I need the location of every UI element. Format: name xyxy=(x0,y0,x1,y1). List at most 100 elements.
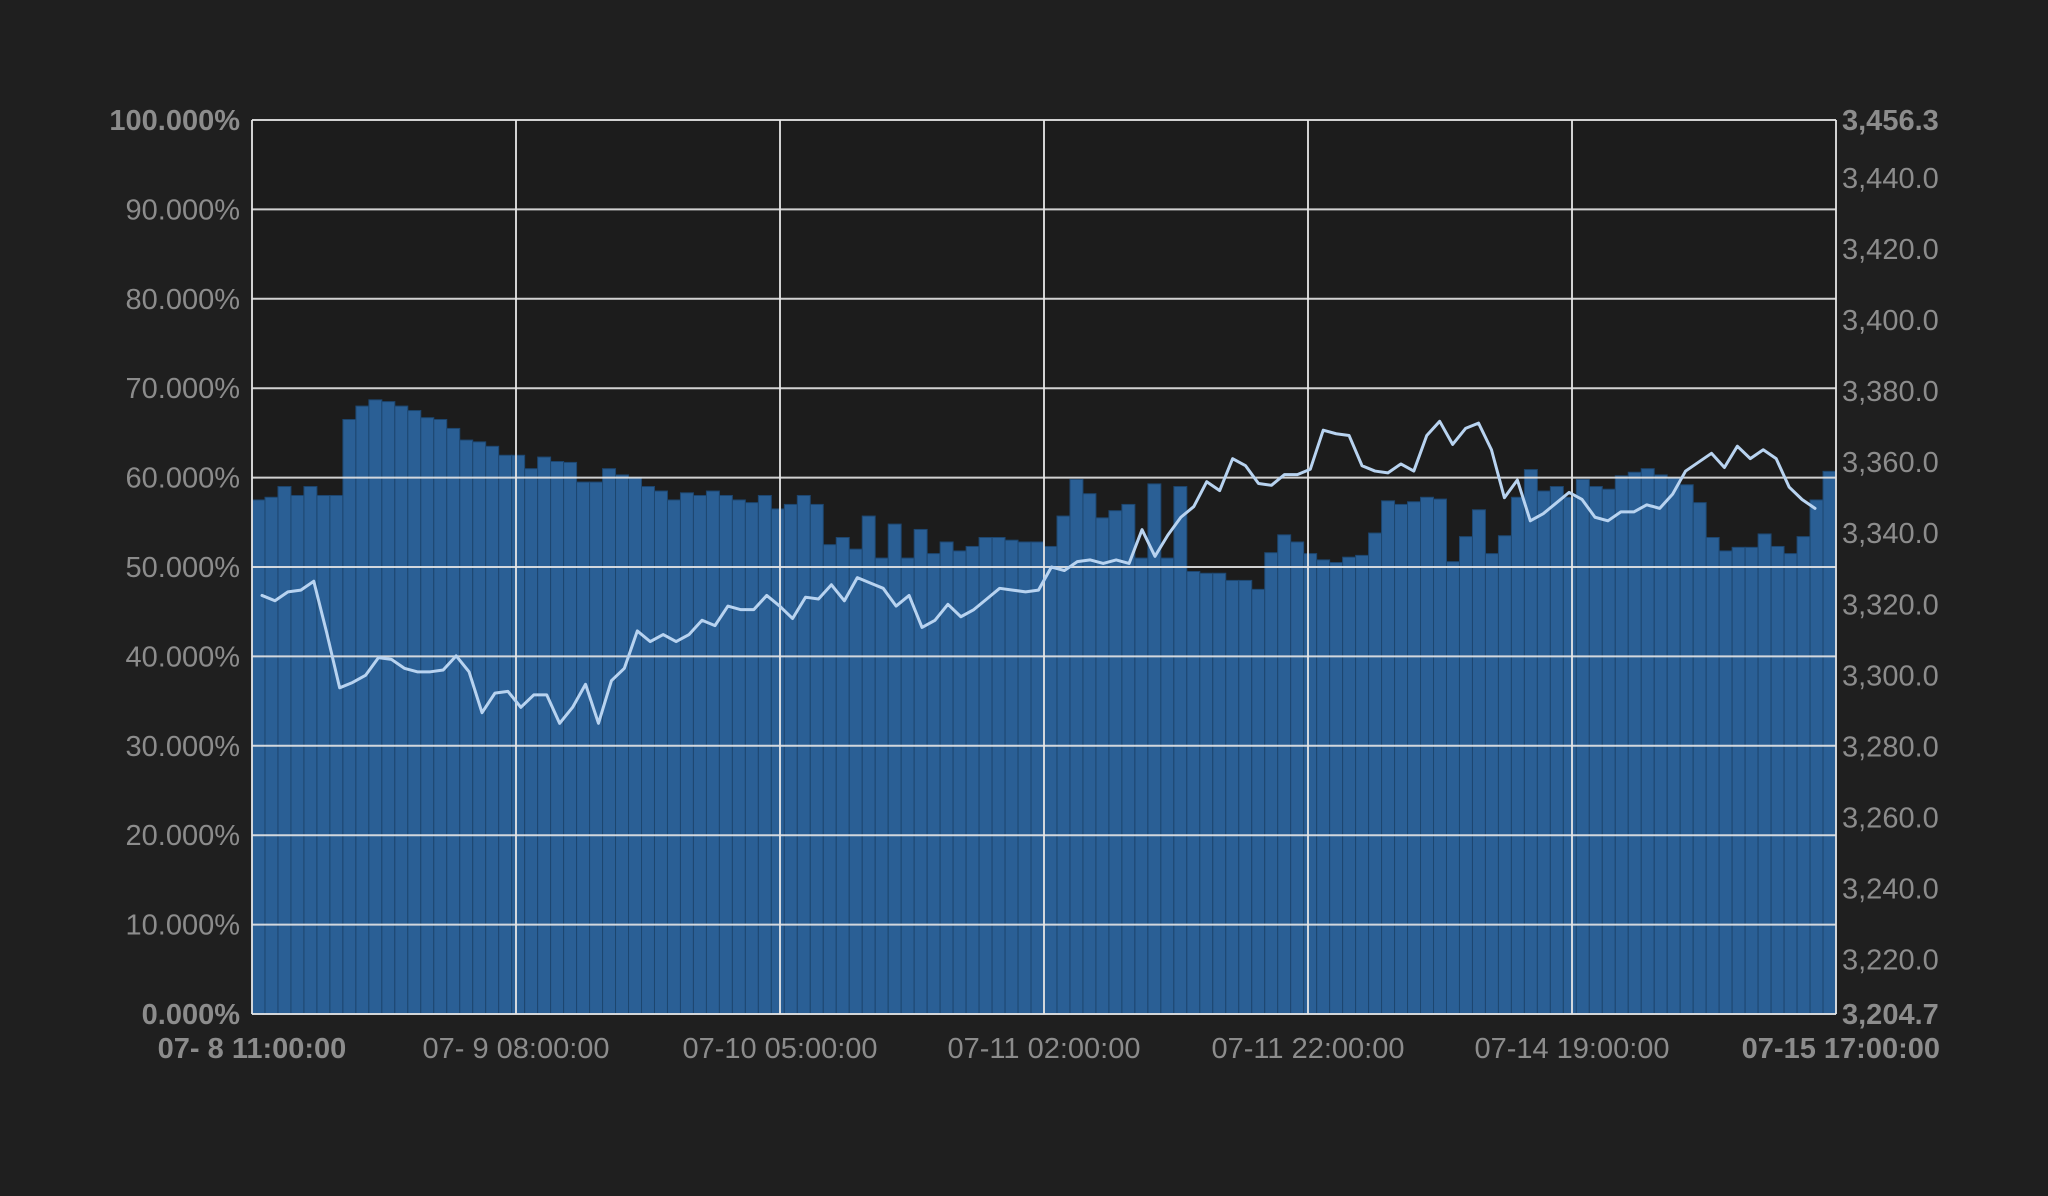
right-axis-tick-label: 3,400.0 xyxy=(1842,305,1939,337)
bar xyxy=(757,494,772,1015)
bar xyxy=(1394,503,1409,1015)
bar xyxy=(861,515,876,1015)
bar xyxy=(1134,557,1149,1015)
bar xyxy=(1796,536,1811,1015)
bar xyxy=(978,537,993,1015)
bar xyxy=(900,557,915,1015)
bar xyxy=(1121,503,1136,1015)
bar xyxy=(1355,554,1370,1015)
x-axis-ticks: 07- 8 11:00:00 07- 9 08:00:00 07-10 05:00:… xyxy=(158,1033,1940,1065)
left-axis-tick-label: 100.000% xyxy=(109,105,240,137)
bar xyxy=(1783,553,1798,1015)
bar xyxy=(1809,499,1824,1015)
right-axis-tick-label: 3,220.0 xyxy=(1842,945,1939,977)
bar xyxy=(1757,533,1772,1015)
bar xyxy=(1407,501,1422,1015)
bar xyxy=(1368,532,1383,1015)
bar xyxy=(1523,469,1538,1015)
left-axis-tick-label: 50.000% xyxy=(126,552,241,584)
bar xyxy=(1471,509,1486,1015)
left-axis-tick-label: 70.000% xyxy=(126,373,241,405)
bar xyxy=(1056,515,1071,1015)
bar xyxy=(394,405,409,1015)
bar xyxy=(264,496,279,1015)
bar xyxy=(666,499,681,1015)
bar xyxy=(1731,546,1746,1015)
bar xyxy=(524,468,539,1015)
bar xyxy=(1627,471,1642,1015)
bar xyxy=(498,454,513,1015)
bar xyxy=(472,441,487,1015)
line-series xyxy=(260,419,1817,725)
bar xyxy=(1108,510,1123,1015)
bar xyxy=(1030,541,1045,1015)
right-axis-tick-label: 3,456.3 xyxy=(1842,105,1939,137)
bar xyxy=(770,508,785,1015)
bar xyxy=(1381,500,1396,1015)
bar xyxy=(1082,493,1097,1015)
bar xyxy=(1264,552,1279,1015)
bar xyxy=(1212,572,1227,1015)
x-axis-tick-label: 07-11 22:00:00 xyxy=(1212,1033,1405,1065)
right-axis-tick-label: 3,420.0 xyxy=(1842,234,1939,266)
bar xyxy=(1160,557,1175,1015)
bar xyxy=(653,490,668,1015)
left-axis-tick-label: 60.000% xyxy=(126,463,241,495)
bar xyxy=(848,548,863,1015)
bar xyxy=(1277,534,1292,1015)
bar xyxy=(1705,537,1720,1015)
left-axis-tick-label: 30.000% xyxy=(126,731,241,763)
right-axis-tick-label: 3,240.0 xyxy=(1842,874,1939,906)
bar xyxy=(316,494,331,1015)
bar xyxy=(965,545,980,1015)
bar xyxy=(796,494,811,1015)
bar xyxy=(1316,559,1331,1015)
bar xyxy=(1225,579,1240,1015)
bar xyxy=(1484,553,1499,1015)
bar xyxy=(1342,556,1357,1015)
left-axis-ticks: 0.000% 10.000% 20.000% 30.000% 40.000% 50.000… xyxy=(109,105,240,1031)
bar xyxy=(1744,546,1759,1015)
left-axis-tick-label: 20.000% xyxy=(126,820,241,852)
bar xyxy=(1251,588,1266,1015)
x-axis-tick-label: 07- 8 11:00:00 xyxy=(158,1033,347,1065)
bar xyxy=(1822,470,1837,1015)
bar xyxy=(1497,535,1512,1015)
bar xyxy=(692,494,707,1015)
left-axis-tick-label: 0.000% xyxy=(142,999,241,1031)
bar xyxy=(952,550,967,1015)
bar xyxy=(1329,562,1344,1015)
bar xyxy=(485,445,500,1015)
bar xyxy=(1095,517,1110,1015)
right-axis-tick-label: 3,204.7 xyxy=(1842,999,1939,1031)
bar xyxy=(550,461,565,1015)
bar xyxy=(1420,496,1435,1015)
bar xyxy=(511,454,526,1015)
bar xyxy=(355,405,370,1015)
left-axis-tick-label: 10.000% xyxy=(126,910,241,942)
right-axis-tick-label: 3,440.0 xyxy=(1842,163,1939,195)
bar xyxy=(809,503,824,1015)
bar xyxy=(290,494,305,1015)
bar xyxy=(1549,486,1564,1015)
bar xyxy=(1445,561,1460,1015)
bar xyxy=(1718,550,1733,1015)
bar xyxy=(783,503,798,1015)
x-axis-tick-label: 07-10 05:00:00 xyxy=(682,1033,877,1065)
bar xyxy=(641,486,655,1015)
right-axis-tick-label: 3,380.0 xyxy=(1842,376,1939,408)
bar xyxy=(615,474,630,1015)
bar xyxy=(576,481,591,1015)
bar xyxy=(446,427,461,1015)
bar xyxy=(563,461,578,1015)
bar xyxy=(329,494,344,1015)
right-axis-tick-label: 3,360.0 xyxy=(1842,447,1939,479)
bar xyxy=(1653,474,1668,1015)
bar xyxy=(1238,579,1253,1015)
bar xyxy=(1186,570,1201,1015)
bar xyxy=(1536,490,1551,1015)
right-axis-tick-label: 3,320.0 xyxy=(1842,589,1939,621)
x-axis-tick-label: 07- 9 08:00:00 xyxy=(422,1033,609,1065)
